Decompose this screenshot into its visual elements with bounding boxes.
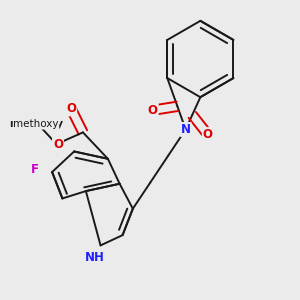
- Text: O: O: [53, 138, 63, 151]
- Text: N: N: [181, 123, 191, 136]
- Text: NH: NH: [85, 250, 105, 264]
- Text: O: O: [203, 128, 213, 141]
- Text: methoxy: methoxy: [13, 118, 59, 129]
- Text: F: F: [31, 163, 38, 176]
- Text: O: O: [66, 102, 76, 116]
- Text: O: O: [148, 104, 158, 117]
- Text: methoxy: methoxy: [9, 118, 63, 129]
